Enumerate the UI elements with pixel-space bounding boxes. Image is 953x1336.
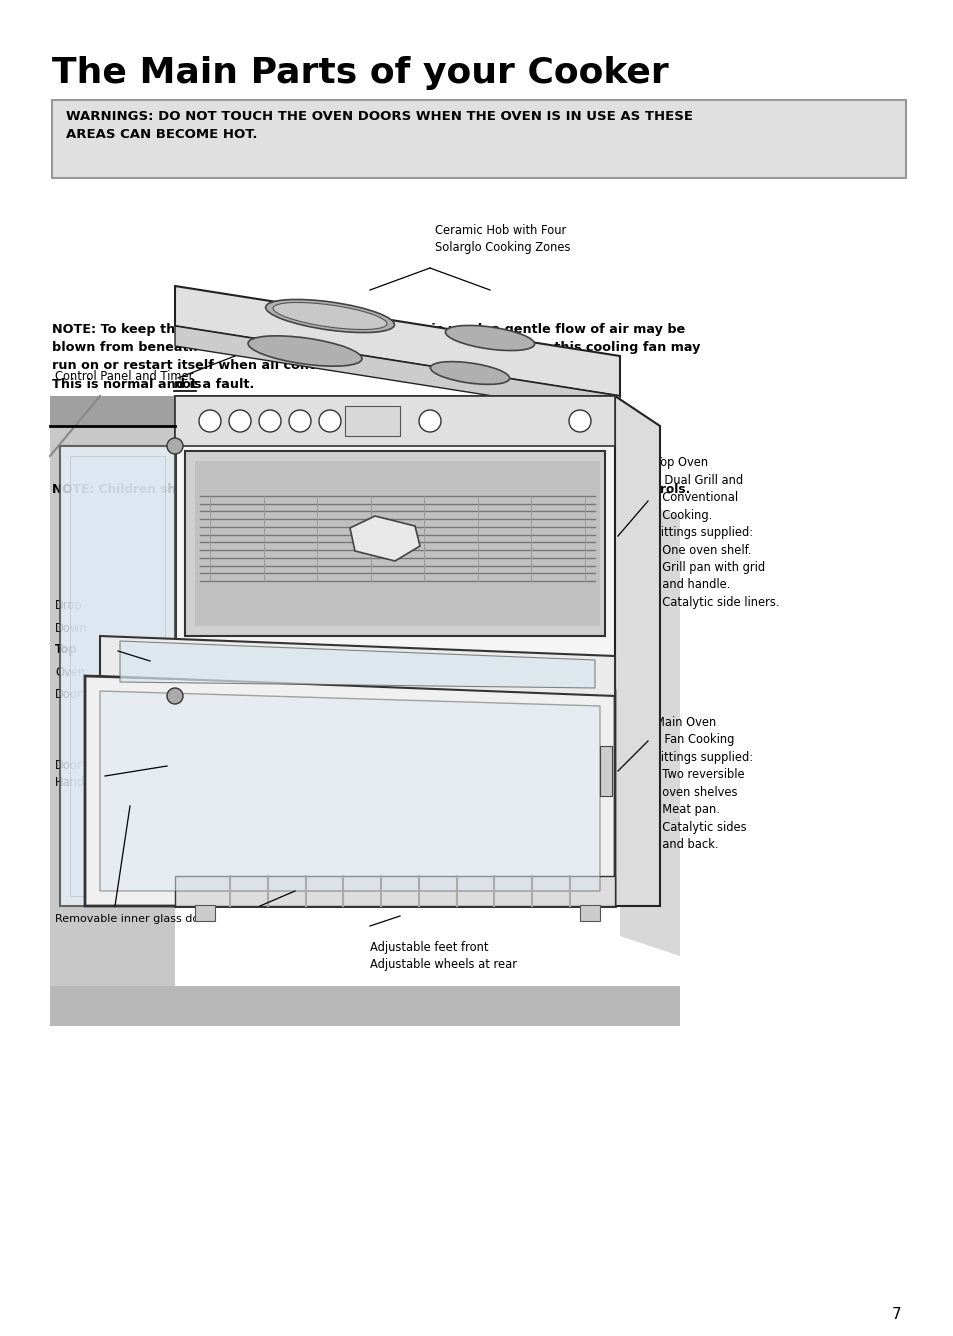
Text: not: not	[173, 378, 197, 391]
Text: WARNINGS: DO NOT TOUCH THE OVEN DOORS WHEN THE OVEN IS IN USE AS THESE
AREAS CAN: WARNINGS: DO NOT TOUCH THE OVEN DOORS WH…	[67, 110, 693, 142]
Text: The fan will stop once the appliance has cooled.: The fan will stop once the appliance has…	[52, 397, 400, 410]
Text: Drop: Drop	[55, 600, 83, 612]
Circle shape	[167, 688, 183, 704]
Text: Adjustable feet front
Adjustable wheels at rear: Adjustable feet front Adjustable wheels …	[370, 941, 517, 971]
Polygon shape	[174, 326, 619, 415]
Bar	[185, 452, 604, 636]
Circle shape	[418, 410, 440, 432]
Circle shape	[568, 410, 590, 432]
Polygon shape	[60, 446, 174, 906]
Text: Ceramic Hob with Four
Solarglo Cooking Zones: Ceramic Hob with Four Solarglo Cooking Z…	[435, 224, 570, 254]
Bar	[599, 745, 612, 796]
Text: NOTE: Children should not be allowed to play with the appliance or tamper with t: NOTE: Children should not be allowed to …	[52, 484, 690, 496]
Text: Control Panel and Timer: Control Panel and Timer	[55, 370, 193, 382]
Polygon shape	[50, 395, 174, 986]
Bar	[174, 395, 615, 446]
Circle shape	[167, 438, 183, 454]
Text: Top Oven
– Dual Grill and
  Conventional
  Cooking.
Fittings supplied:
  One ove: Top Oven – Dual Grill and Conventional C…	[655, 456, 779, 609]
Text: NOTE: To keep the controls cool when the appliance is used, a gentle flow of air: NOTE: To keep the controls cool when the…	[52, 323, 700, 373]
Text: Removable inner glass door: Removable inner glass door	[55, 914, 211, 925]
Polygon shape	[459, 466, 659, 536]
Ellipse shape	[265, 299, 394, 333]
Polygon shape	[50, 986, 679, 1026]
Polygon shape	[350, 516, 419, 561]
Circle shape	[199, 410, 221, 432]
Circle shape	[289, 410, 311, 432]
Polygon shape	[100, 691, 599, 891]
Polygon shape	[70, 456, 165, 896]
Circle shape	[318, 410, 340, 432]
Text: a fault.: a fault.	[197, 378, 253, 391]
Text: Top: Top	[55, 644, 77, 656]
Ellipse shape	[445, 326, 534, 350]
Bar	[174, 876, 615, 906]
Bar	[174, 395, 615, 906]
Ellipse shape	[430, 362, 509, 385]
Polygon shape	[85, 676, 615, 906]
Polygon shape	[619, 496, 679, 957]
Bar	[194, 904, 214, 921]
Bar	[579, 904, 599, 921]
Text: Door: Door	[55, 688, 83, 700]
Bar	[345, 406, 399, 436]
Text: This is normal and is: This is normal and is	[52, 378, 206, 391]
Ellipse shape	[273, 302, 387, 330]
Text: Door
Handle: Door Handle	[55, 759, 95, 790]
Circle shape	[258, 410, 281, 432]
Text: Main Oven
– Fan Cooking
Fittings supplied:
  Two reversible
  oven shelves
  Mea: Main Oven – Fan Cooking Fittings supplie…	[655, 716, 752, 851]
Polygon shape	[100, 636, 615, 696]
Polygon shape	[50, 395, 200, 426]
Text: 7: 7	[891, 1307, 901, 1321]
Circle shape	[229, 410, 251, 432]
Text: Rating plate: Rating plate	[297, 868, 368, 880]
Bar	[52, 100, 905, 178]
Bar	[194, 461, 599, 627]
Polygon shape	[174, 286, 619, 395]
Text: The Main Parts of your Cooker: The Main Parts of your Cooker	[52, 56, 668, 90]
Ellipse shape	[248, 335, 361, 366]
Text: Down: Down	[55, 621, 88, 635]
Polygon shape	[615, 395, 659, 906]
Text: Oven: Oven	[55, 665, 85, 679]
Polygon shape	[120, 641, 595, 688]
